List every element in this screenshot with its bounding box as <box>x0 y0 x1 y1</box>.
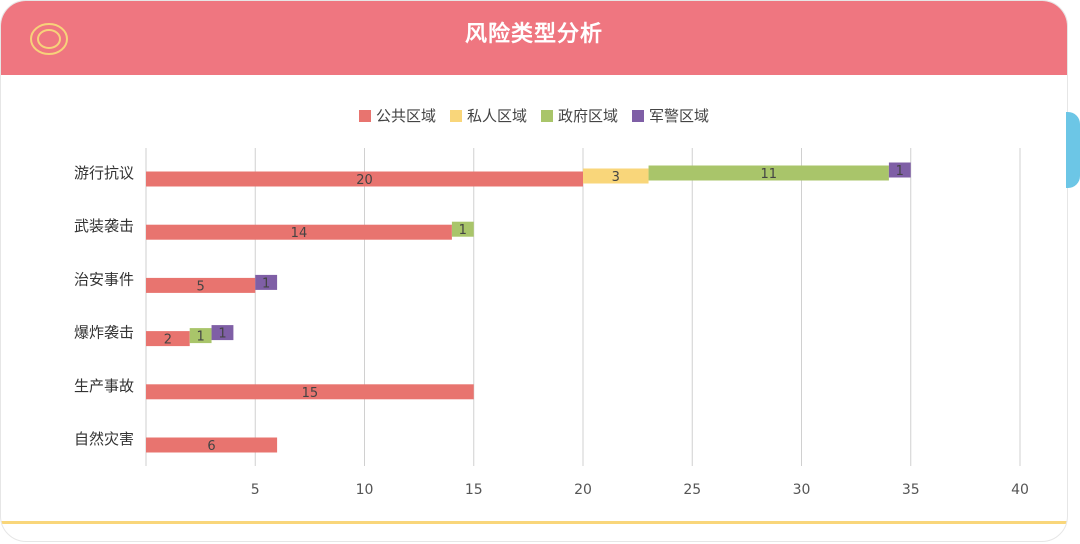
circle-target-icon <box>30 23 68 55</box>
category-label: 自然灾害 <box>74 430 134 448</box>
x-tick-label: 40 <box>1011 482 1029 498</box>
legend-item-3[interactable]: 军警区域 <box>632 105 709 126</box>
bar-segment <box>211 325 234 341</box>
bar-value-label: 6 <box>207 439 215 454</box>
bar-value-label: 20 <box>356 173 373 188</box>
category-label: 生产事故 <box>74 377 134 395</box>
side-tab-handle[interactable] <box>1066 112 1080 188</box>
header-bar: 风险类型分析 <box>1 1 1067 75</box>
category-label: 游行抗议 <box>74 164 134 182</box>
legend-item-0[interactable]: 公共区域 <box>358 105 436 126</box>
bar-segment <box>146 171 583 187</box>
x-tick-label: 25 <box>683 482 701 498</box>
bar-segment <box>583 168 649 184</box>
legend-item-1[interactable]: 私人区域 <box>449 105 527 126</box>
bar-value-label: 1 <box>218 327 226 342</box>
bottom-divider <box>1 521 1067 524</box>
bar-value-label: 15 <box>302 386 319 401</box>
legend-swatch <box>449 109 462 122</box>
bar-segment <box>451 221 474 237</box>
legend-swatch <box>632 109 645 122</box>
bar-segment <box>146 224 452 240</box>
bar-value-label: 1 <box>896 164 904 179</box>
x-tick-label: 35 <box>902 482 920 498</box>
bar-value-label: 1 <box>459 223 467 238</box>
x-tick-label: 30 <box>793 482 811 498</box>
x-tick-label: 5 <box>251 482 260 498</box>
bar-value-label: 3 <box>612 170 620 185</box>
bar-segment <box>146 384 474 400</box>
bar-segment <box>888 162 911 178</box>
bar-segment <box>189 328 212 344</box>
legend-label: 公共区域 <box>375 107 436 125</box>
legend-swatch <box>358 109 371 122</box>
category-label: 治安事件 <box>74 270 134 288</box>
x-tick-label: 20 <box>574 482 592 498</box>
bar-value-label: 14 <box>291 226 308 241</box>
bar-value-label: 1 <box>262 276 270 291</box>
bar-value-label: 2 <box>164 333 172 348</box>
bar-segment <box>648 165 889 181</box>
bar-value-label: 5 <box>196 279 204 294</box>
category-label: 武装袭击 <box>74 217 134 235</box>
page-title: 风险类型分析 <box>464 22 603 47</box>
legend-item-2[interactable]: 政府区域 <box>541 105 618 126</box>
x-tick-label: 10 <box>356 482 374 498</box>
legend-label: 军警区域 <box>649 107 710 125</box>
bar-value-label: 11 <box>760 167 777 182</box>
bar-segment <box>255 274 278 290</box>
x-tick-label: 15 <box>465 482 483 498</box>
legend-label: 私人区域 <box>466 107 527 125</box>
bar-segment <box>146 437 278 453</box>
legend-label: 政府区域 <box>558 107 619 125</box>
bar-segment <box>146 331 190 347</box>
legend-swatch <box>541 109 553 122</box>
chart-legend: 公共区域 私人区域 政府区域 军警区域 <box>1 105 1067 126</box>
bar-value-label: 1 <box>196 330 204 345</box>
bar-segment <box>146 277 256 293</box>
category-label: 爆炸袭击 <box>74 324 134 342</box>
